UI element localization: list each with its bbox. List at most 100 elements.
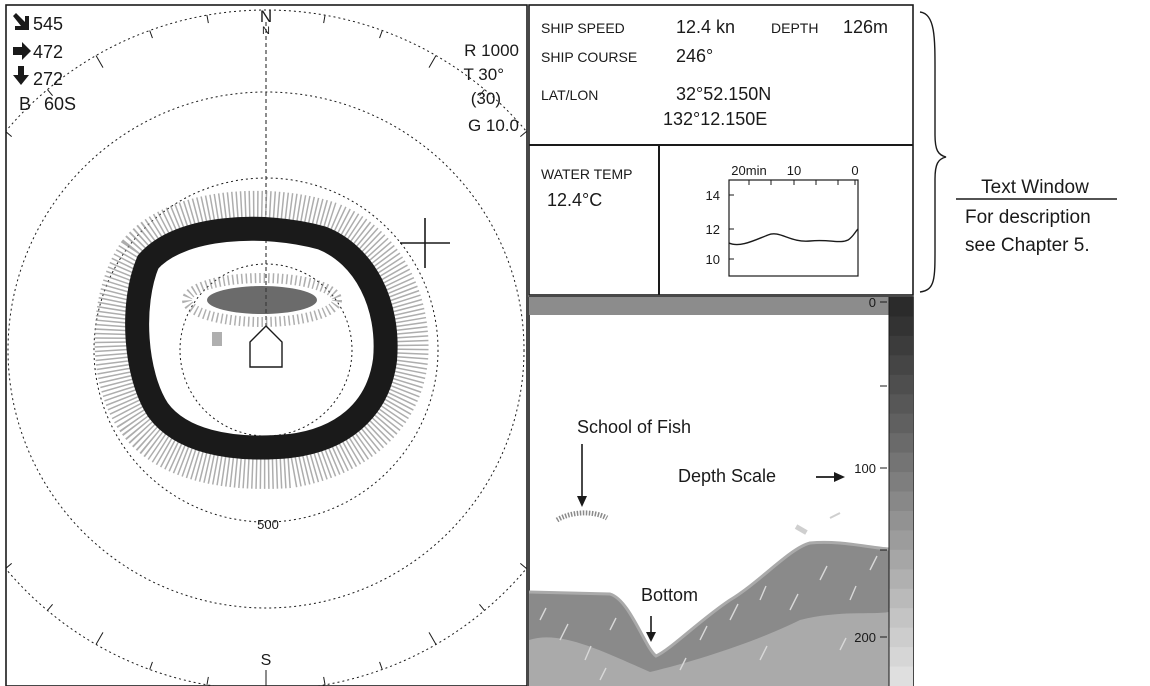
text-window-callout: Text Window For description see Chapter …: [919, 11, 1117, 293]
depth-scale-arrow-icon: [834, 472, 845, 482]
bearing-label: B: [19, 94, 31, 114]
echo-sounder-panel: 0 100 200 School of Fish Depth Scale Bot…: [528, 295, 914, 686]
bearing-tick: [6, 563, 12, 569]
temp-y-tick: 14: [706, 188, 720, 203]
down-right-arrow-icon: [13, 13, 29, 30]
bearing-tick: [520, 563, 527, 569]
sonar-readout-left: 545 472 272 B 60S: [13, 13, 76, 114]
bearing-tick: [323, 676, 326, 685]
bearing-tick: [47, 604, 53, 611]
color-scale-step: [889, 297, 913, 317]
sonar-panel: N N S 500 545 472 272 B 60S R 1000 T 30°…: [5, 4, 528, 686]
color-scale-step: [889, 355, 913, 376]
bearing-tick: [428, 55, 437, 68]
bottom-arrow-icon: [646, 632, 656, 642]
color-scale-step: [889, 491, 913, 512]
bearing-tick: [323, 15, 326, 24]
down-arrow-icon: [13, 66, 29, 85]
readout-value-1: 545: [33, 14, 63, 34]
temp-x-tick: 20min: [731, 163, 766, 178]
color-scale-step: [889, 510, 913, 531]
right-arrow-icon: [13, 42, 31, 60]
own-ship-marker: [249, 325, 283, 368]
bearing-ticks: [6, 15, 527, 685]
north-label: N: [260, 7, 272, 26]
bearing-tick: [47, 89, 53, 96]
temp-trend-line: [728, 228, 859, 246]
depth-value: 126m: [843, 17, 888, 37]
depth-label: DEPTH: [771, 20, 818, 36]
color-scale-step: [889, 627, 913, 648]
bearing-tick: [379, 30, 383, 39]
range-ring-label: 500: [257, 517, 279, 532]
school-arrow-icon: [577, 496, 587, 507]
color-scale-step: [889, 374, 913, 395]
seabed-texture: [539, 555, 878, 681]
temp-x-tick: 10: [787, 163, 801, 178]
echo-patch: [207, 286, 317, 314]
ship-course-value: 246°: [676, 46, 713, 66]
readout-value-3: 272: [33, 69, 63, 89]
bearing-tick: [149, 661, 153, 670]
latitude-value: 32°52.150N: [676, 84, 771, 104]
color-scale-step: [889, 588, 913, 609]
callout-line-2: see Chapter 5.: [965, 235, 1090, 256]
temp-y-tick: 10: [706, 252, 720, 267]
surface-band: [529, 297, 889, 315]
color-scale-step: [889, 666, 913, 686]
bearing-tick: [95, 632, 104, 645]
temp-y-tick: 12: [706, 222, 720, 237]
range-ring-inner: [179, 263, 353, 437]
readout-value-2: 472: [33, 42, 63, 62]
color-scale-step: [889, 549, 913, 570]
cross-cursor-icon[interactable]: [400, 218, 450, 268]
ship-speed-label: SHIP SPEED: [541, 20, 625, 36]
bearing-value: 60S: [44, 94, 76, 114]
water-temp-value: 12.4°C: [547, 190, 602, 210]
color-scale-step: [889, 530, 913, 551]
fish-school-mark: [555, 510, 609, 523]
ship-course-label: SHIP COURSE: [541, 49, 637, 65]
bottom-label: Bottom: [641, 585, 698, 605]
color-scale-step: [889, 472, 913, 492]
callout-title: Text Window: [981, 177, 1089, 198]
color-scale-step: [889, 335, 913, 356]
callout-brace: [919, 11, 947, 293]
depth-tick-200: 200: [854, 630, 876, 645]
bearing-tick: [206, 15, 209, 24]
bearing-tick: [206, 676, 209, 685]
water-temp-label: WATER TEMP: [541, 166, 633, 182]
ship-speed-value: 12.4 kn: [676, 17, 735, 37]
callout-line-1: For description: [965, 207, 1091, 228]
bearing-tick: [479, 89, 485, 96]
water-temp-graph: 20min 10 0 14 12 10: [706, 163, 859, 277]
seabed-inner: [529, 612, 889, 686]
color-scale-step: [889, 647, 913, 668]
color-scale-step: [889, 608, 913, 629]
tilt-set-readout: (30): [471, 89, 501, 108]
fish-school-echo: [94, 190, 429, 489]
bearing-tick: [379, 661, 383, 670]
color-scale-step: [889, 452, 913, 473]
depth-tick-100: 100: [854, 461, 876, 476]
school-of-fish-label: School of Fish: [577, 417, 691, 437]
depth-scale-label: Depth Scale: [678, 466, 776, 486]
range-readout: R 1000: [464, 41, 519, 60]
color-scale-step: [889, 316, 913, 337]
depth-color-scale: [889, 297, 913, 686]
text-window: SHIP SPEED 12.4 kn DEPTH 126m SHIP COURS…: [528, 4, 914, 296]
temp-graph-frame: [728, 179, 859, 277]
color-scale-step: [889, 433, 913, 454]
seabed-line: [529, 540, 889, 658]
bearing-tick: [6, 131, 12, 137]
bearing-tick: [520, 131, 527, 137]
tilt-readout: T 30°: [463, 65, 504, 84]
color-scale-step: [889, 413, 913, 434]
temp-x-tick: 0: [851, 163, 858, 178]
longitude-value: 132°12.150E: [663, 109, 767, 129]
color-scale-step: [889, 569, 913, 590]
bearing-tick: [479, 604, 485, 611]
bearing-tick: [95, 55, 104, 68]
north-sub-label: N: [262, 25, 270, 37]
